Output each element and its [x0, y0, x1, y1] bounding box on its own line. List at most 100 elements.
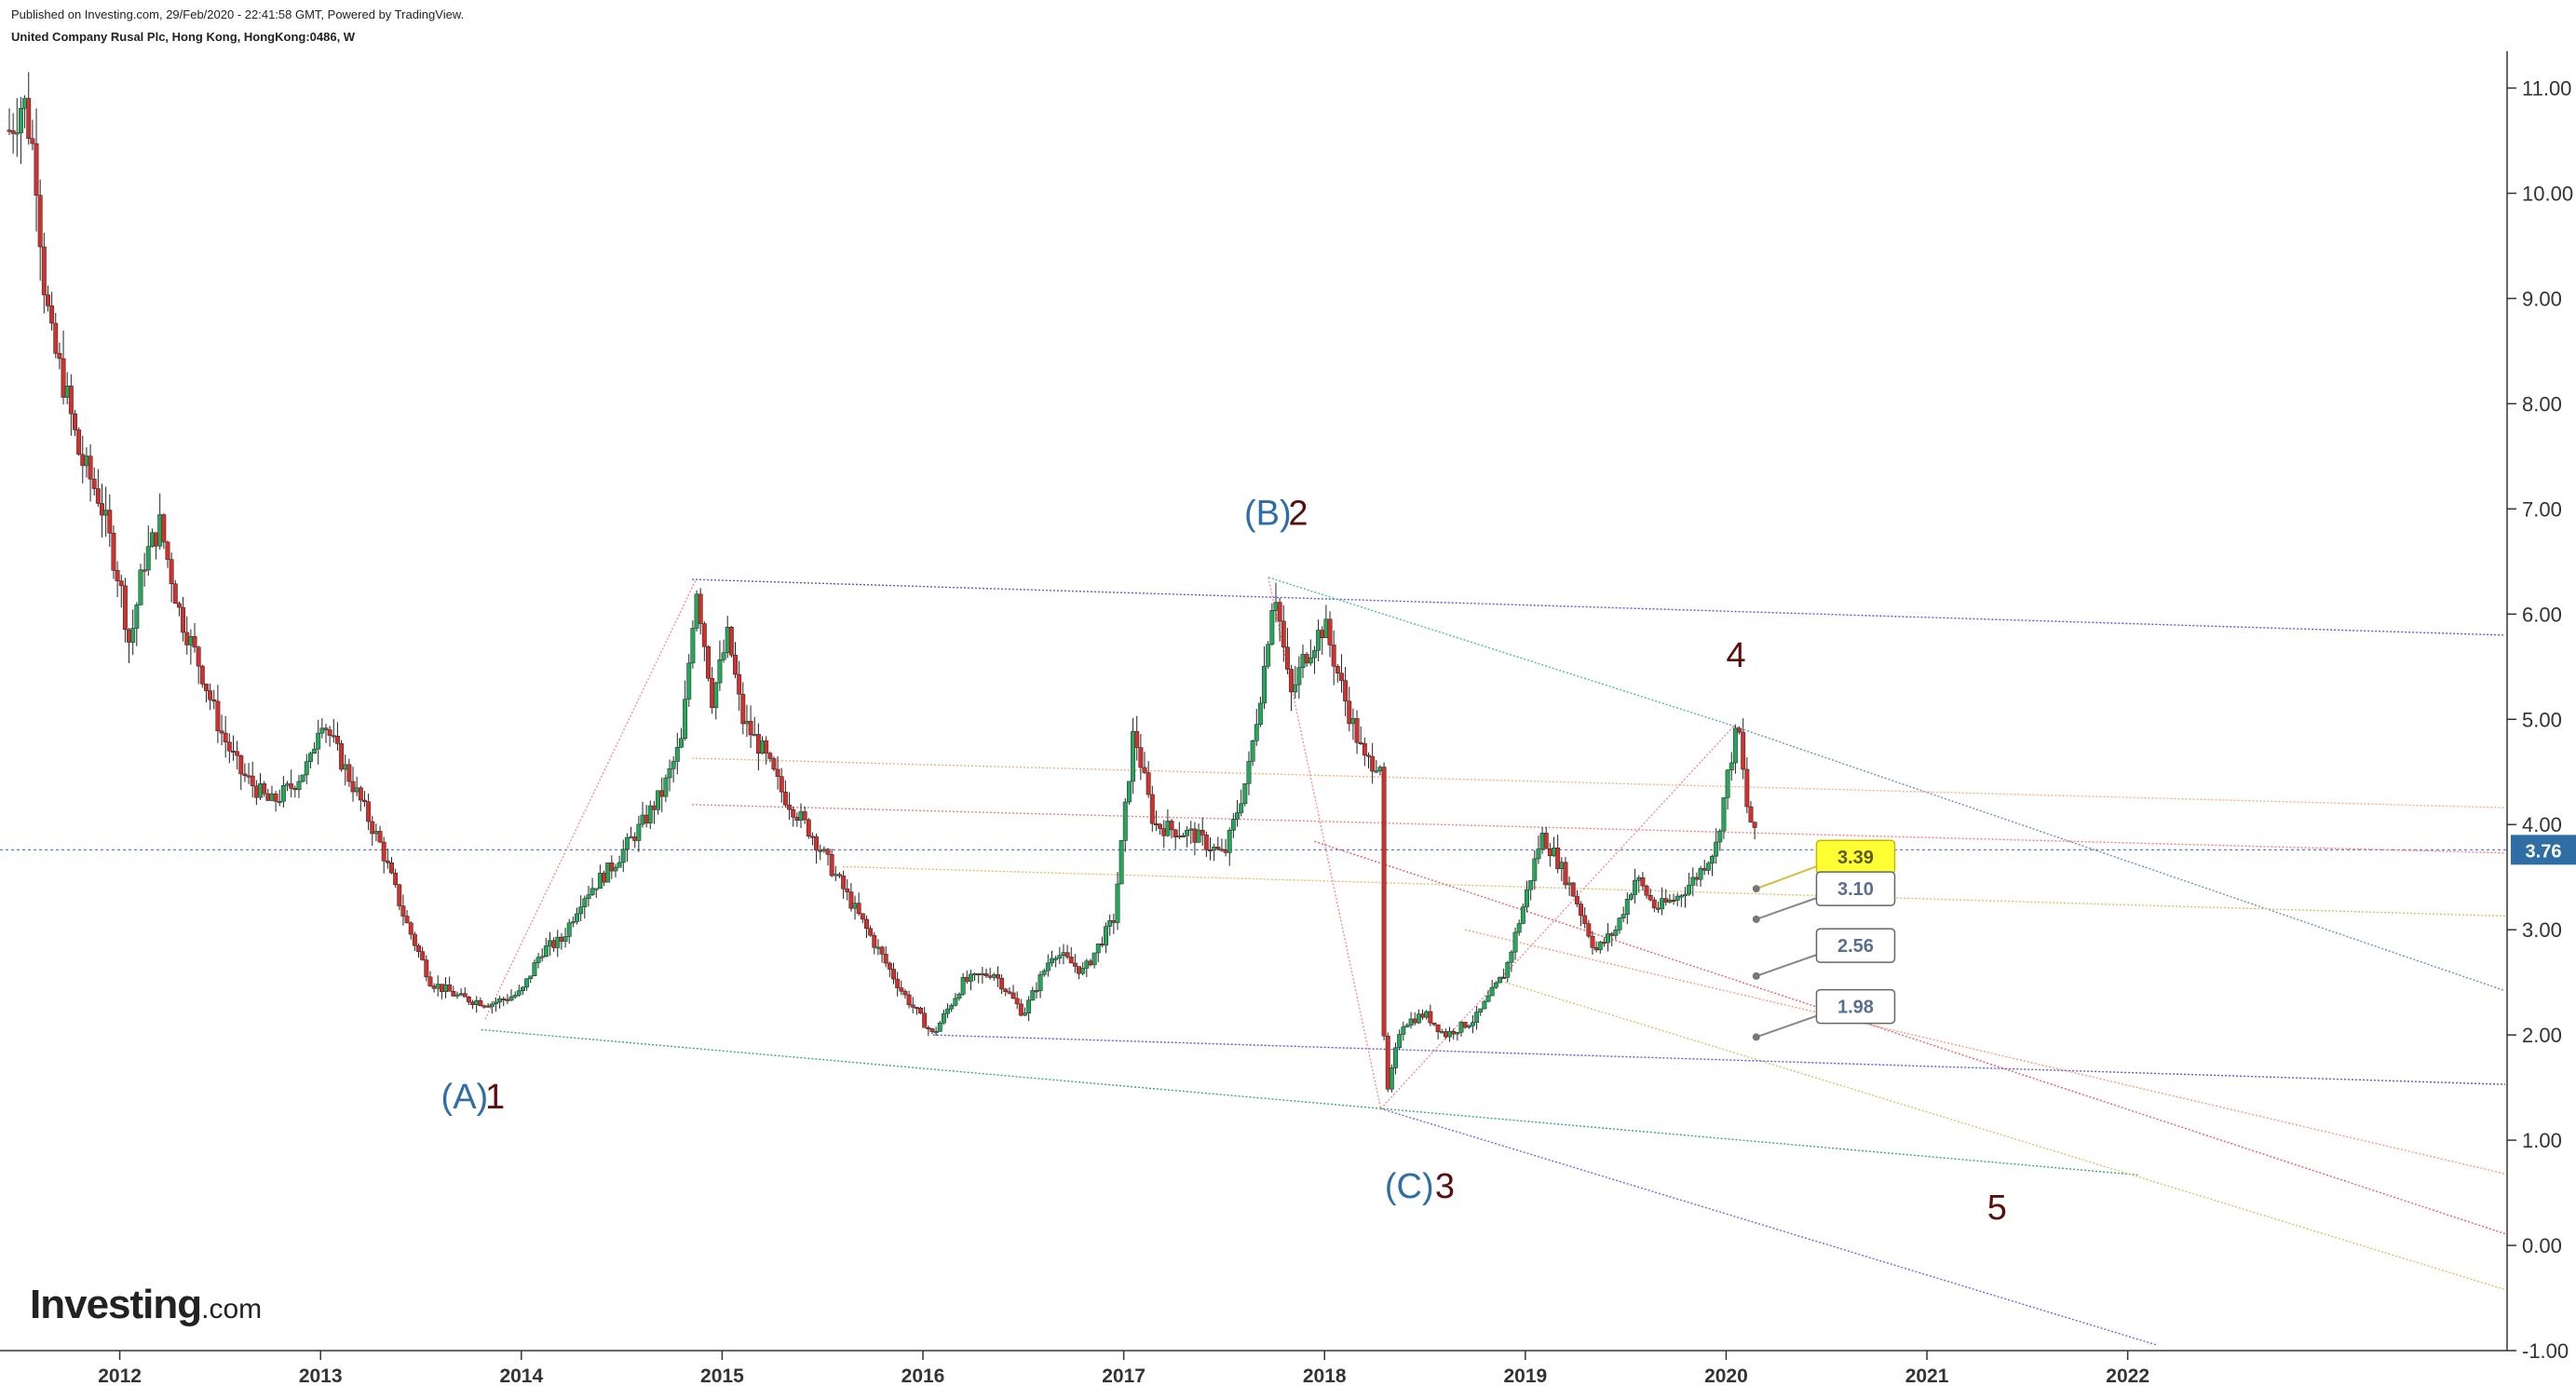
callout-pointer — [1756, 897, 1817, 920]
candle-body — [1320, 630, 1325, 639]
candle-body — [617, 862, 622, 868]
candle-body — [304, 761, 309, 776]
candle-body — [107, 510, 113, 534]
x-tick-label: 2017 — [1102, 1366, 1146, 1386]
trend-lines — [481, 577, 2506, 1347]
candle-body — [1050, 958, 1054, 964]
candle-body — [1095, 943, 1101, 954]
candle-body — [1347, 700, 1352, 725]
candle-body — [250, 775, 255, 787]
candle-body — [1640, 877, 1646, 887]
candle-body — [1636, 877, 1642, 881]
candle-body — [111, 533, 116, 571]
x-tick-label: 2014 — [499, 1366, 543, 1386]
candle-body — [1582, 915, 1588, 924]
candle-body — [443, 984, 448, 992]
candle-body — [566, 922, 572, 937]
candle-body — [501, 998, 507, 1000]
candle-body — [199, 665, 205, 685]
candle-body — [1385, 1035, 1390, 1090]
candle-body — [1420, 1013, 1425, 1018]
candle-body — [1257, 702, 1263, 725]
candle-body — [640, 814, 645, 825]
candle-body — [1296, 667, 1302, 686]
candle-body — [1107, 919, 1113, 927]
candle-body — [1266, 644, 1271, 667]
y-tick-label: 11.00 — [2522, 77, 2571, 101]
candle-body — [458, 993, 464, 996]
candle-body — [1239, 803, 1244, 813]
candle-body — [1528, 880, 1534, 890]
candle-body — [1717, 830, 1723, 843]
candle-body — [157, 514, 163, 547]
candle-body — [725, 627, 730, 654]
candle-body — [841, 876, 847, 890]
candle-body — [26, 98, 32, 139]
candle-body — [1674, 895, 1680, 901]
candle-body — [698, 593, 703, 624]
x-tick-label: 2022 — [2106, 1366, 2149, 1386]
wave-label: 4 — [1726, 636, 1745, 675]
candle-body — [103, 510, 109, 516]
candle-body — [68, 386, 74, 414]
candle-body — [914, 1007, 919, 1010]
candle-body — [806, 819, 811, 837]
candle-body — [706, 646, 711, 679]
candle-body — [1683, 893, 1688, 896]
candle-body — [918, 1008, 923, 1013]
candle-body — [53, 322, 59, 354]
candle-body — [393, 873, 399, 885]
candle-body — [238, 754, 244, 775]
candle-body — [852, 903, 858, 909]
candle-body — [972, 973, 978, 976]
candle-body — [277, 800, 282, 803]
candle-body — [88, 455, 93, 480]
candle-body — [991, 974, 997, 978]
candle-body — [1482, 1000, 1487, 1010]
candle-body — [80, 454, 86, 467]
candle-body — [323, 727, 329, 730]
candle-body — [1003, 988, 1009, 993]
candle-body — [226, 741, 232, 752]
candle-body — [1678, 895, 1684, 898]
candle-body — [609, 863, 615, 872]
candle-body — [366, 801, 372, 822]
candle-body — [1552, 848, 1556, 857]
candle-body — [1142, 767, 1147, 773]
candle-body — [1714, 841, 1719, 857]
candle-body — [597, 873, 603, 890]
candle-body — [204, 684, 209, 691]
candle-body — [1072, 962, 1078, 967]
candle-body — [84, 455, 89, 467]
candle-body — [184, 632, 190, 645]
candle-body — [481, 1005, 487, 1008]
candle-body — [188, 635, 194, 645]
candle-body — [1741, 731, 1746, 770]
candle-body — [818, 849, 823, 852]
candle-body — [1737, 727, 1742, 733]
candle-body — [1547, 848, 1552, 857]
trend-line — [692, 578, 2506, 636]
candle-body — [154, 532, 159, 547]
instrument-title: United Company Rusal Plc, Hong Kong, Hon… — [11, 30, 356, 44]
candle-body — [1335, 666, 1340, 673]
candle-body — [424, 959, 429, 978]
wave-labels: (A)1 (B)2 (C) 3 4 5 3.39 3.10 2.56 1.98 — [441, 494, 2007, 1228]
candle-body — [613, 866, 618, 872]
candle-body — [412, 933, 417, 946]
callout-pointer — [1756, 865, 1817, 890]
candle-body — [100, 503, 104, 516]
candle-body — [848, 891, 854, 909]
candle-body — [1516, 923, 1522, 933]
candle-body — [1590, 935, 1595, 948]
candle-body — [1203, 835, 1209, 850]
callout-pointer — [1756, 954, 1817, 977]
candle-body — [941, 1012, 946, 1024]
candle-body — [1485, 995, 1491, 1002]
candle-body — [115, 570, 120, 581]
x-tick-label: 2021 — [1905, 1366, 1949, 1386]
candle-body — [1014, 998, 1020, 1005]
candle-body — [559, 936, 564, 942]
candle-body — [548, 940, 552, 946]
